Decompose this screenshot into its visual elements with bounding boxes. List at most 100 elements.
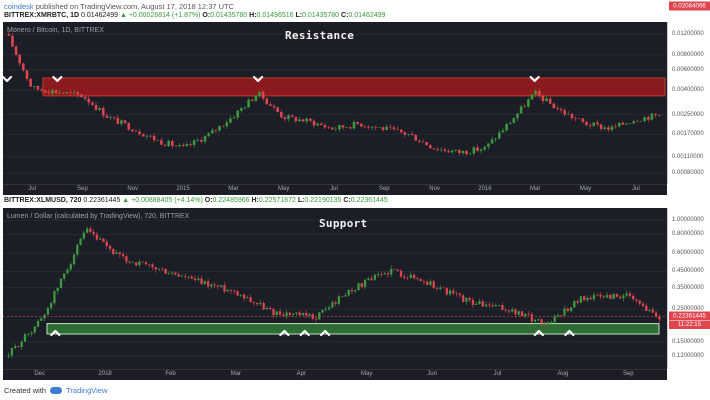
candle-body bbox=[607, 127, 610, 130]
candle-body bbox=[654, 113, 657, 116]
author-link[interactable]: coindesk bbox=[4, 2, 34, 11]
candle-body bbox=[62, 92, 65, 94]
candle-body bbox=[92, 231, 95, 235]
candle-body bbox=[218, 125, 221, 131]
candle-body bbox=[547, 322, 550, 324]
high-label: H: bbox=[249, 12, 257, 19]
candle-body bbox=[157, 268, 161, 270]
x-tick-label: Mar bbox=[228, 186, 239, 192]
candle-body bbox=[447, 151, 450, 153]
y-tick-label: 0.60000000 bbox=[672, 249, 704, 256]
candle-body bbox=[65, 92, 69, 94]
candle-body bbox=[193, 278, 197, 281]
candle-body bbox=[43, 90, 47, 93]
chevron-up-marker bbox=[319, 329, 331, 337]
candle-body bbox=[309, 118, 312, 121]
candle-body bbox=[553, 316, 556, 323]
candle-body bbox=[425, 142, 428, 146]
change-value: +0.00026814 (+1.87%) bbox=[128, 12, 201, 19]
candle-body bbox=[517, 311, 520, 315]
price-axis-2[interactable]: 0.12000000 0.15000000 0.25000000 0.35000000… bbox=[667, 208, 710, 369]
candle-body bbox=[246, 297, 249, 299]
time-axis-2[interactable]: Dec 2018 Feb Mar Apr May Jun Jul Aug Sep bbox=[3, 369, 667, 380]
candle-body bbox=[533, 319, 537, 322]
candle-body bbox=[483, 146, 487, 150]
candle-body bbox=[392, 127, 396, 130]
candle-body bbox=[559, 109, 563, 111]
candle-body bbox=[145, 135, 149, 137]
candle-body bbox=[545, 98, 548, 102]
candle-body bbox=[403, 276, 406, 278]
candle-body bbox=[367, 126, 370, 128]
candle-body bbox=[435, 287, 439, 289]
low-label: L: bbox=[297, 197, 305, 204]
candle-body bbox=[220, 285, 223, 287]
candle-body bbox=[233, 290, 236, 292]
candle-body bbox=[370, 278, 373, 280]
candle-body bbox=[550, 322, 553, 323]
xlmusd-plot[interactable] bbox=[3, 208, 667, 369]
xmrbtc-chart-pane[interactable]: Monero / Bitcoin, 1D, BITTREX Resistance bbox=[3, 22, 667, 184]
candle-body bbox=[389, 126, 392, 128]
y-tick-label: 0.00400000 bbox=[672, 87, 704, 94]
candle-body bbox=[632, 121, 636, 124]
candle-body bbox=[131, 129, 134, 132]
candle-body bbox=[527, 313, 530, 315]
open-value: 0.01435780 bbox=[210, 12, 248, 19]
candle-body bbox=[72, 254, 76, 265]
candle-body bbox=[658, 316, 661, 320]
candle-body bbox=[149, 135, 152, 137]
candle-body bbox=[487, 143, 490, 147]
candle-body bbox=[250, 99, 254, 101]
candle-body bbox=[200, 140, 203, 142]
candle-body bbox=[567, 113, 570, 115]
candle-body bbox=[20, 341, 23, 348]
up-arrow-icon: ▲ bbox=[119, 12, 127, 19]
candle-body bbox=[221, 125, 225, 127]
candle-body bbox=[443, 149, 447, 152]
y-tick-label: 0.00080000 bbox=[672, 170, 704, 177]
candle-body bbox=[609, 294, 612, 299]
x-tick-label: Sep bbox=[378, 186, 390, 192]
candle-body bbox=[305, 312, 308, 316]
candle-body bbox=[236, 110, 239, 118]
candle-body bbox=[349, 127, 352, 129]
candle-body bbox=[236, 291, 239, 296]
candle-body bbox=[269, 307, 272, 309]
candle-body bbox=[91, 102, 94, 105]
xlmusd-chart-pane[interactable]: Lumen / Dollar (calculated by TradingVie… bbox=[3, 208, 667, 369]
candle-body bbox=[516, 113, 519, 119]
candle-body bbox=[53, 290, 56, 304]
tradingview-link[interactable]: TradingView bbox=[66, 386, 108, 395]
candle-body bbox=[184, 276, 187, 278]
candle-body bbox=[599, 124, 603, 129]
y-tick-label: 0.00800000 bbox=[672, 51, 704, 58]
candle-body bbox=[581, 118, 585, 122]
chevron-up-marker bbox=[50, 329, 61, 337]
x-tick-label: Jul bbox=[330, 186, 338, 192]
candle-body bbox=[442, 287, 445, 289]
candle-body bbox=[192, 140, 196, 145]
tradingview-cloud-icon bbox=[50, 387, 63, 394]
price-axis-1[interactable]: 0.00080000 0.00110000 0.00170000 0.00250000… bbox=[667, 1, 710, 184]
candle-body bbox=[210, 284, 213, 287]
time-axis-1[interactable]: Jul Sep Nov 2015 Mar May Jul Sep Nov 2016 Mar May Ju… bbox=[3, 184, 667, 195]
candle-body bbox=[452, 290, 455, 294]
candle-body bbox=[552, 103, 556, 109]
candle-body bbox=[648, 309, 651, 311]
candle-body bbox=[645, 305, 648, 311]
candle-body bbox=[207, 133, 210, 137]
candle-body bbox=[180, 276, 184, 277]
low-value: 0.01435780 bbox=[302, 12, 340, 19]
candle-body bbox=[511, 309, 514, 312]
candle-body bbox=[592, 122, 596, 127]
candle-body bbox=[56, 287, 59, 291]
candle-body bbox=[414, 135, 418, 141]
candle-body bbox=[363, 126, 367, 128]
candle-body bbox=[82, 232, 85, 239]
candle-body bbox=[301, 119, 305, 122]
candle-body bbox=[305, 118, 309, 122]
candle-body bbox=[177, 274, 180, 277]
low-value: 0.22190135 bbox=[304, 197, 342, 204]
xmrbtc-plot[interactable] bbox=[3, 22, 667, 184]
